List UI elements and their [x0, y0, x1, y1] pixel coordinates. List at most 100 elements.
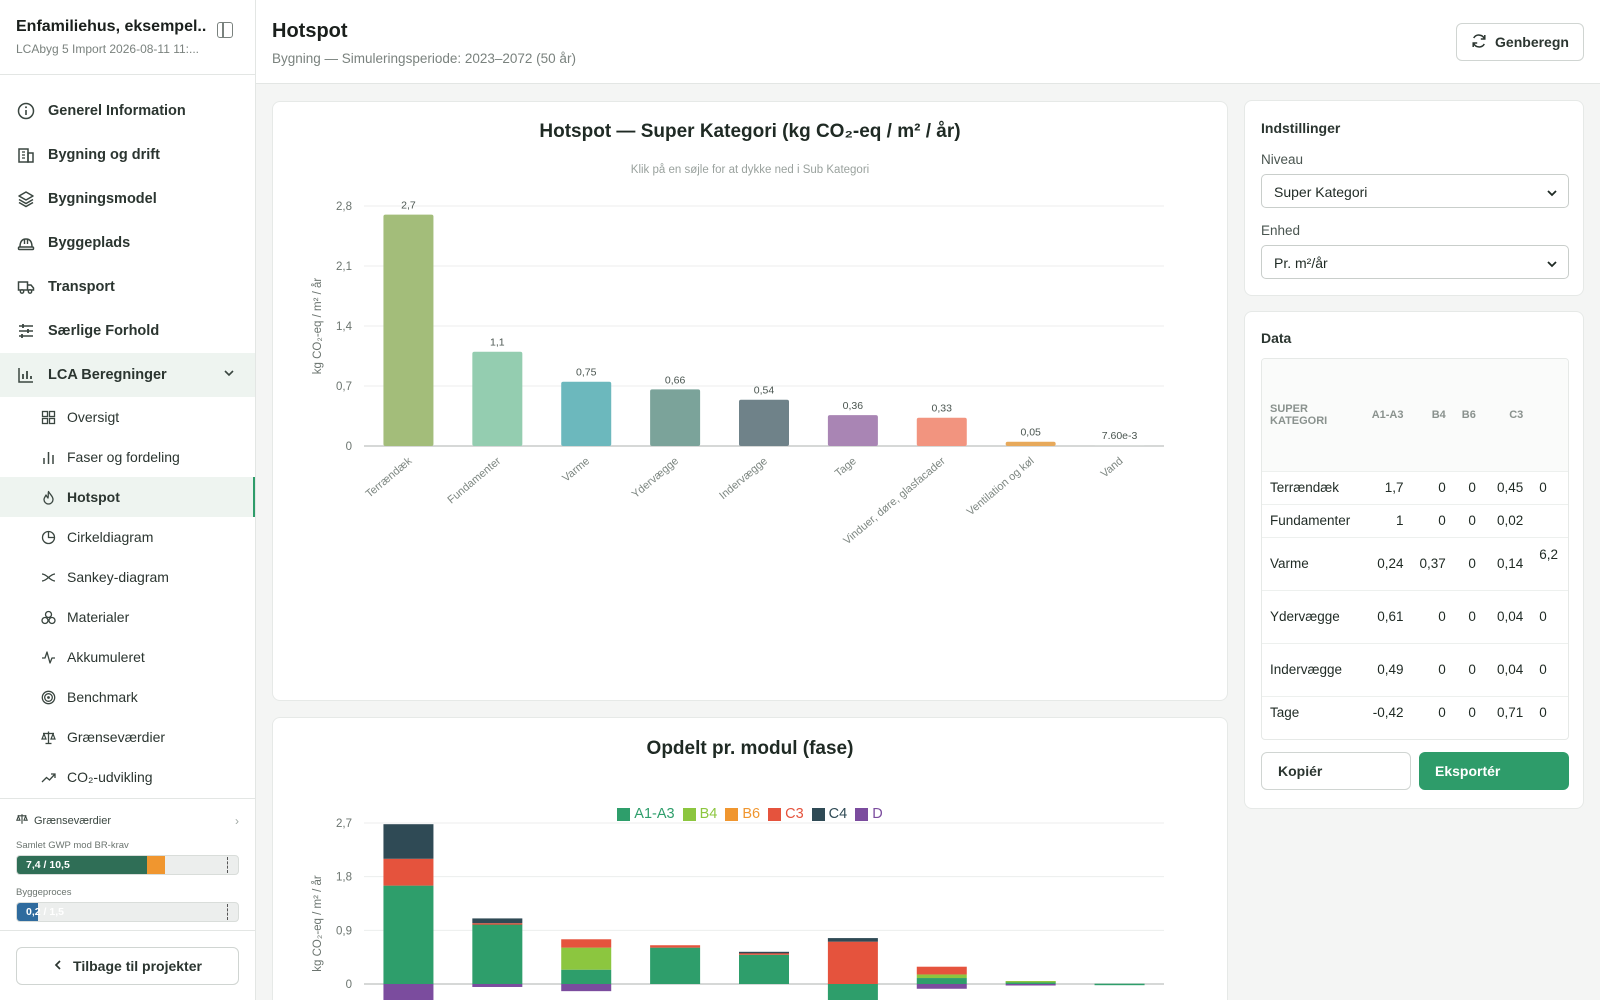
legend-item-a1-a3[interactable]: A1-A3 [617, 806, 675, 822]
nav-item-byggeplads[interactable]: Byggeplads [0, 221, 255, 265]
trend-icon [40, 769, 56, 785]
back-to-projects-button[interactable]: Tilbage til projekter [16, 947, 239, 985]
col-header-a1-a3[interactable]: A1-A3 [1358, 359, 1412, 471]
x-tick-label: Vand [1099, 455, 1126, 480]
nav-item-bygning-og-drift[interactable]: Bygning og drift [0, 133, 255, 177]
layers-icon [16, 189, 36, 209]
bar-segment-terrændæk-c4 [383, 824, 434, 859]
x-tick-label: Fundamenter [445, 455, 503, 506]
module-chart-card: Opdelt pr. modul (fase) A1-A3 B4 B6 C3 C4 D 0… [272, 717, 1228, 1000]
y-tick-label: 2,8 [336, 201, 352, 213]
bar-segment-vinduer-døre-glasfacader-c3 [916, 966, 967, 975]
table-cell: 0,71 [1483, 695, 1532, 729]
col-header-c4[interactable] [1531, 359, 1568, 471]
bar-segment-terrændæk-c3 [383, 858, 434, 886]
regenerate-button[interactable]: Genberegn [1456, 23, 1584, 61]
data-card: Data SUPER KATEGORI A1-A3 B4 B6 C3 Terræ… [1244, 311, 1584, 809]
chevron-down-icon [1546, 257, 1558, 273]
bar-fundamenter [472, 351, 523, 446]
table-cell: 0,49 [1358, 642, 1412, 696]
sidebar-item-benchmark[interactable]: Benchmark [0, 677, 255, 717]
bar-indervægge [739, 399, 789, 446]
data-table-wrapper[interactable]: SUPER KATEGORI A1-A3 B4 B6 C3 Terrændæk … [1261, 358, 1569, 740]
export-button[interactable]: Eksportér [1419, 752, 1569, 790]
nav-item-transport[interactable]: Transport [0, 265, 255, 309]
table-cell: 0 [1453, 503, 1484, 537]
col-header-b6[interactable]: B6 [1453, 359, 1484, 471]
bar-segment-varme-a1-a3 [561, 969, 612, 984]
bar-segment-indervægge-a1-a3 [739, 954, 789, 984]
sidebar-item-materialer[interactable]: Materialer [0, 597, 255, 637]
table-cell: Indervægge [1262, 642, 1359, 696]
unit-label: Enhed [1261, 223, 1301, 238]
y-tick-label: 1,4 [336, 321, 353, 333]
col-header-b4[interactable]: B4 [1411, 359, 1454, 471]
sidebar-item-graensevaerdier[interactable]: Grænseværdier [0, 717, 255, 757]
legend-item-c4[interactable]: C4 [811, 806, 847, 822]
flame-icon [40, 489, 56, 505]
legend-label: C3 [785, 806, 804, 822]
legend-item-b6[interactable]: B6 [725, 806, 760, 822]
nav-item-generel-information[interactable]: Generel Information [0, 89, 255, 133]
sidebar-item-label: Sankey-diagram [67, 569, 169, 585]
copy-button[interactable]: Kopiér [1261, 752, 1411, 790]
legend-label: A1-A3 [634, 806, 675, 822]
sidebar-item-label: Akkumuleret [67, 649, 145, 665]
truck-icon [16, 277, 36, 297]
bar-segment-vand-a1-a3 [1094, 983, 1145, 986]
sidebar-item-co2-udvikling[interactable]: CO₂-udvikling [0, 757, 255, 797]
data-label: 2,7 [401, 200, 416, 212]
nav-item-label: Bygning og drift [48, 147, 160, 163]
bar-ydervægge [650, 389, 701, 446]
nav-item-bygningsmodel[interactable]: Bygningsmodel [0, 177, 255, 221]
legend-item-b4[interactable]: B4 [682, 806, 717, 822]
scale-icon [16, 813, 28, 828]
sidebar-item-faser-og-fordeling[interactable]: Faser og fordeling [0, 437, 255, 477]
legend-label: D [872, 806, 883, 822]
page-header: Hotspot Bygning — Simuleringsperiode: 20… [256, 0, 1600, 84]
data-label: 1,1 [490, 337, 505, 349]
sliders-icon [16, 321, 36, 341]
nav-item-lca-beregninger[interactable]: LCA Beregninger [0, 353, 255, 397]
table-cell: 0,37 [1411, 536, 1454, 590]
sidebar-item-hotspot[interactable]: Hotspot [0, 477, 255, 517]
legend-item-d[interactable]: D [855, 806, 883, 822]
sidebar-item-oversigt[interactable]: Oversigt [0, 397, 255, 437]
sidebar-item-sankey-diagram[interactable]: Sankey-diagram [0, 557, 255, 597]
project-title: Enfamiliehus, eksempel... [16, 18, 206, 35]
table-cell: 0,02 [1483, 503, 1532, 537]
table-row: Indervægge 0,49 0 0 0,04 0 [1262, 642, 1568, 696]
total-gwp-value: 7,4 / 10,5 [26, 859, 70, 871]
limits-header[interactable]: Grænseværdier › [16, 813, 239, 828]
nav-item-saerlige-forhold[interactable]: Særlige Forhold [0, 309, 255, 353]
level-select[interactable]: Super Kategori [1261, 174, 1569, 208]
sidebar-item-label: CO₂-udvikling [67, 769, 153, 785]
unit-select[interactable]: Pr. m²/år [1261, 245, 1569, 279]
data-label: 0,36 [843, 400, 864, 412]
table-cell: 0,24 [1358, 536, 1412, 590]
hotspot-chart-title: Hotspot — Super Kategori (kg CO₂-eq / m²… [539, 121, 961, 142]
sidebar-item-akkumuleret[interactable]: Akkumuleret [0, 637, 255, 677]
table-row: Ydervægge 0,61 0 0 0,04 0 [1262, 589, 1568, 643]
construction-value: 0,2 / 1,5 [26, 906, 64, 918]
col-header-super-kategori[interactable]: SUPER KATEGORI [1262, 359, 1359, 471]
activity-icon [40, 649, 56, 665]
collapse-sidebar-icon[interactable] [217, 22, 233, 38]
col-header-c3[interactable]: C3 [1483, 359, 1532, 471]
table-cell: 0 [1453, 470, 1484, 504]
data-label: 0,33 [932, 403, 953, 415]
legend-item-c3[interactable]: C3 [768, 806, 804, 822]
table-cell: 0,45 [1483, 470, 1532, 504]
sidebar: Enfamiliehus, eksempel... LCAbyg 5 Impor… [0, 0, 256, 1000]
level-label: Niveau [1261, 152, 1304, 167]
bar-segment-fundamenter-d [472, 984, 523, 987]
flow-icon [40, 569, 56, 585]
legend-swatch [682, 807, 696, 821]
main-nav: Generel Information Bygning og drift Byg… [0, 75, 255, 797]
settings-card: Indstillinger Niveau Super Kategori Enhe… [1244, 100, 1584, 296]
bar-segment-varme-c3 [561, 939, 612, 948]
module-chart: 0 0,9 1,8 2,7 kg CO₂-eq / m² / år [312, 818, 1164, 1000]
legend-swatch [617, 807, 631, 821]
sidebar-item-cirkeldiagram[interactable]: Cirkeldiagram [0, 517, 255, 557]
table-cell: 0 [1411, 695, 1454, 729]
